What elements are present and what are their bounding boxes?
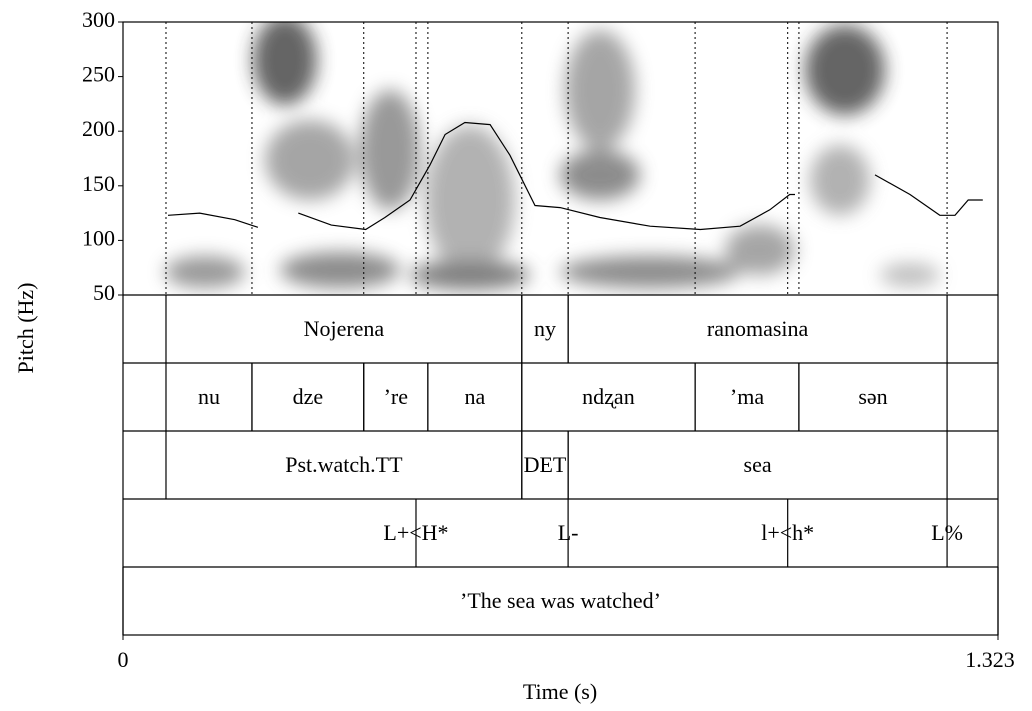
point-label: L%	[931, 520, 963, 545]
interval-label: sea	[744, 452, 772, 477]
y-tick-label: 250	[82, 62, 115, 87]
interval-label: ndʐan	[582, 384, 635, 409]
interval-label: nu	[198, 384, 220, 409]
y-tick-label: 200	[82, 116, 115, 141]
y-tick-label: 50	[93, 280, 115, 305]
y-axis-label: Pitch (Hz)	[13, 282, 38, 373]
y-tick-label: 300	[82, 7, 115, 32]
y-tick-label: 150	[82, 171, 115, 196]
y-tick-label: 100	[82, 225, 115, 250]
spectrogram	[165, 15, 940, 290]
interval-label: Nojerena	[304, 316, 385, 341]
point-label: L+<H*	[383, 520, 448, 545]
interval-label: dze	[293, 384, 324, 409]
x-tick-label: 1.323	[965, 647, 1015, 672]
chart: Pitch (Hz) Time (s) 50 100 150 200 250 300 0 1.…	[0, 0, 1032, 711]
interval-label: sən	[858, 384, 887, 409]
point-label: L-	[558, 520, 579, 545]
x-tick-label: 0	[118, 647, 129, 672]
page: {"chart_data": { "type": "line", "ylabel…	[0, 0, 1032, 711]
interval-label: ’re	[384, 384, 408, 409]
interval-label: ’ma	[730, 384, 764, 409]
interval-label: ranomasina	[707, 316, 809, 341]
interval-label: Pst.watch.TT	[285, 452, 403, 477]
point-label: l+<h*	[761, 520, 814, 545]
interval-label: DET	[524, 452, 567, 477]
interval-label: ny	[534, 316, 556, 341]
x-axis-label: Time (s)	[523, 679, 597, 704]
interval-label: ’The sea was watched’	[460, 588, 661, 613]
interval-label: na	[464, 384, 485, 409]
